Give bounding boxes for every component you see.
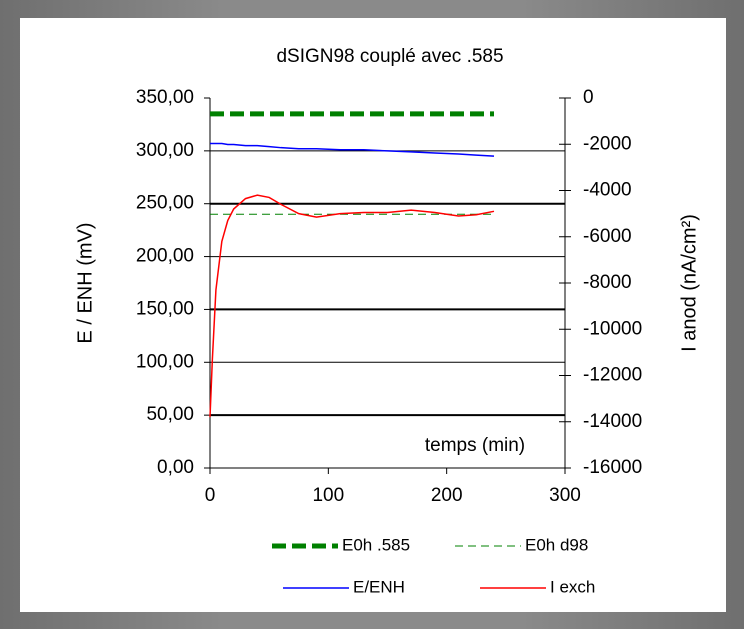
y2-tick-label: -14000 <box>583 411 642 432</box>
y-tick-label: 150,00 <box>136 298 194 319</box>
y-axis-label: E / ENH (mV) <box>74 222 96 343</box>
y2-axis-label: I anod (nA/cm²) <box>678 214 700 352</box>
legend-label: E0h .585 <box>342 535 410 554</box>
y2-tick-label: -16000 <box>583 457 642 478</box>
y2-tick-label: -10000 <box>583 318 642 339</box>
x-tick-label: 0 <box>205 485 216 506</box>
legend-label: E/ENH <box>353 577 405 596</box>
y2-tick-label: -2000 <box>583 133 632 154</box>
chart-title: dSIGN98 couplé avec .585 <box>276 46 503 67</box>
y-tick-label: 50,00 <box>146 404 194 425</box>
y-tick-label: 100,00 <box>136 351 194 372</box>
x-tick-label: 300 <box>549 485 581 506</box>
y2-tick-label: -4000 <box>583 180 632 201</box>
y-tick-label: 0,00 <box>157 457 194 478</box>
y2-tick-label: 0 <box>583 87 594 108</box>
x-axis-label: temps (min) <box>425 435 525 456</box>
series-line <box>209 194 495 418</box>
legend-label: I exch <box>550 577 595 596</box>
y2-tick-label: -6000 <box>583 226 632 247</box>
panel <box>20 18 726 612</box>
y2-tick-label: -8000 <box>583 272 632 293</box>
series-line <box>210 142 495 157</box>
x-tick-label: 200 <box>431 485 463 506</box>
legend-label: E0h d98 <box>525 535 588 554</box>
y-tick-label: 350,00 <box>136 87 194 108</box>
y2-tick-label: -12000 <box>583 365 642 386</box>
x-tick-label: 100 <box>312 485 344 506</box>
y-tick-label: 300,00 <box>136 140 194 161</box>
y-tick-label: 200,00 <box>136 246 194 267</box>
y-tick-label: 250,00 <box>136 193 194 214</box>
